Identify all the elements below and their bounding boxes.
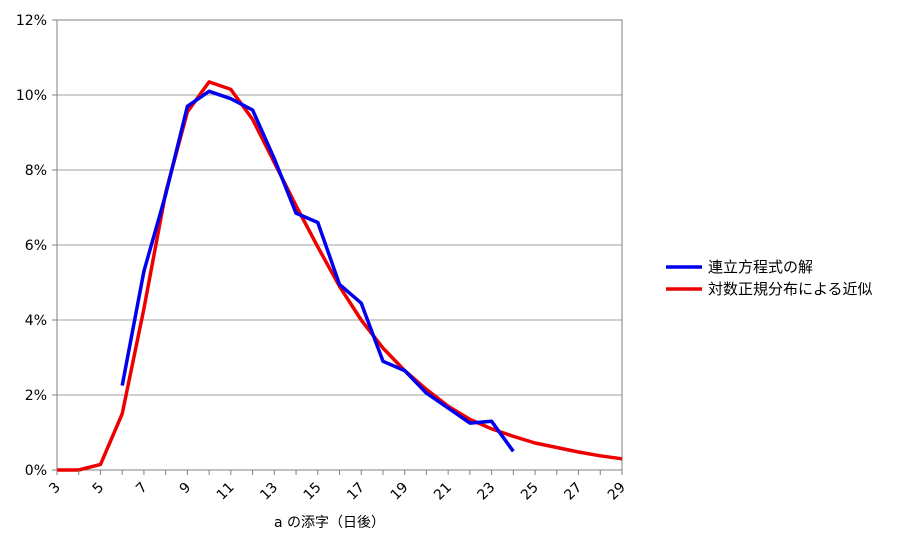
- x-tick-label: 9: [177, 480, 195, 498]
- y-tick-label: 10%: [16, 88, 47, 104]
- x-tick-label: 7: [133, 480, 151, 498]
- x-axis-title: a の添字（日後）: [274, 515, 385, 531]
- x-tick-label: 3: [46, 480, 64, 498]
- x-tick-label: 25: [518, 480, 542, 504]
- gridlines: [57, 19, 622, 471]
- y-tick-label: 6%: [25, 238, 47, 254]
- x-tick-label: 17: [344, 480, 368, 504]
- y-tick-label: 2%: [25, 388, 47, 404]
- y-tick-label: 4%: [25, 313, 47, 329]
- legend-label: 連立方程式の解: [708, 258, 813, 276]
- x-tick-label: 11: [214, 480, 238, 504]
- x-tick-label: 27: [561, 480, 585, 504]
- series-layer: [57, 80, 623, 472]
- y-tick-label: 12%: [16, 13, 47, 29]
- x-tick-label: 29: [605, 480, 629, 504]
- x-tick-label: 19: [388, 480, 412, 504]
- y-tick-label: 0%: [25, 463, 47, 479]
- x-tick-label: 5: [90, 480, 108, 498]
- x-tick-label: 13: [257, 480, 281, 504]
- x-tick-label: 15: [301, 480, 325, 504]
- x-tick-label: 23: [475, 480, 499, 504]
- x-axis-ticks: 3 5 7 9 11 13 15 17 19 21 23 25 27 29: [46, 470, 629, 503]
- series-line-solution: [120, 89, 515, 453]
- x-tick-label: 21: [431, 480, 455, 504]
- legend-label: 対数正規分布による近似: [708, 280, 873, 298]
- y-axis-ticks: 0% 2% 4% 6% 8% 10% 12%: [16, 13, 57, 479]
- y-tick-label: 8%: [25, 163, 47, 179]
